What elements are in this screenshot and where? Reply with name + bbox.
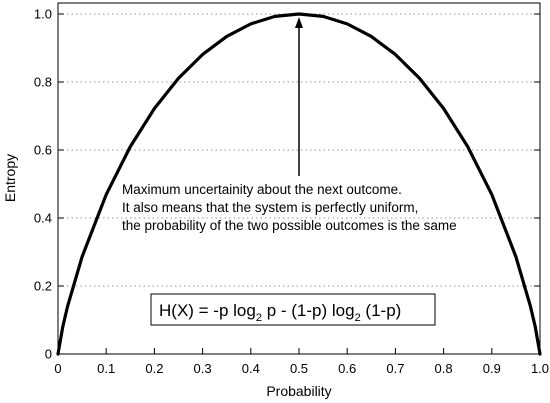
x-tick-label: 0.6 [338,361,356,376]
y-tick-label: 1.0 [34,7,52,22]
x-tick-label: 0.3 [194,361,212,376]
entropy-formula: H(X) = -p log2 p - (1-p) log2 (1-p) [159,301,401,324]
y-tick-label: 0.6 [34,143,52,158]
y-tick-label: 0.4 [34,211,52,226]
entropy-curve [56,12,542,356]
x-tick-label: 0 [54,361,61,376]
formula-box [150,293,436,326]
grid-lines [58,13,540,287]
y-tick-label: 0.8 [34,75,52,90]
tick-labels: 0 0.2 0.4 0.6 0.8 1.0 0 0.1 0.2 0.3 0.4 0.5 0.6 0.7 0.… [34,7,549,377]
x-tick-label: 1.0 [531,361,549,376]
annotation-line-2: It also means that the system is perfect… [122,200,418,215]
x-tick-label: 0.7 [386,361,404,376]
annotation-line-1: Maximum uncertainity about the next outc… [122,182,402,197]
x-tick-label: 0.8 [435,361,453,376]
annotation-arrowhead [295,17,303,28]
x-tick-label: 0.4 [242,361,260,376]
x-tick-label: 0.2 [145,361,163,376]
x-tick-label: 0.5 [290,361,308,376]
y-tick-label: 0.2 [34,279,52,294]
axis-ticks [57,13,541,355]
formula-sub-1: 2 [256,312,262,324]
formula-lead: H(X) = -p log [159,301,256,320]
y-axis-label: Entropy [2,154,18,202]
formula-tail: (1-p) [361,301,402,320]
formula-sub-2: 2 [355,312,361,324]
y-tick-label: 0 [45,347,52,362]
formula-mid: p - (1-p) log [262,301,355,320]
x-tick-label: 0.9 [483,361,501,376]
x-tick-label: 0.1 [97,361,115,376]
annotation-line-3: the probability of the two possible outc… [122,218,457,233]
x-axis-label: Probability [266,383,331,399]
